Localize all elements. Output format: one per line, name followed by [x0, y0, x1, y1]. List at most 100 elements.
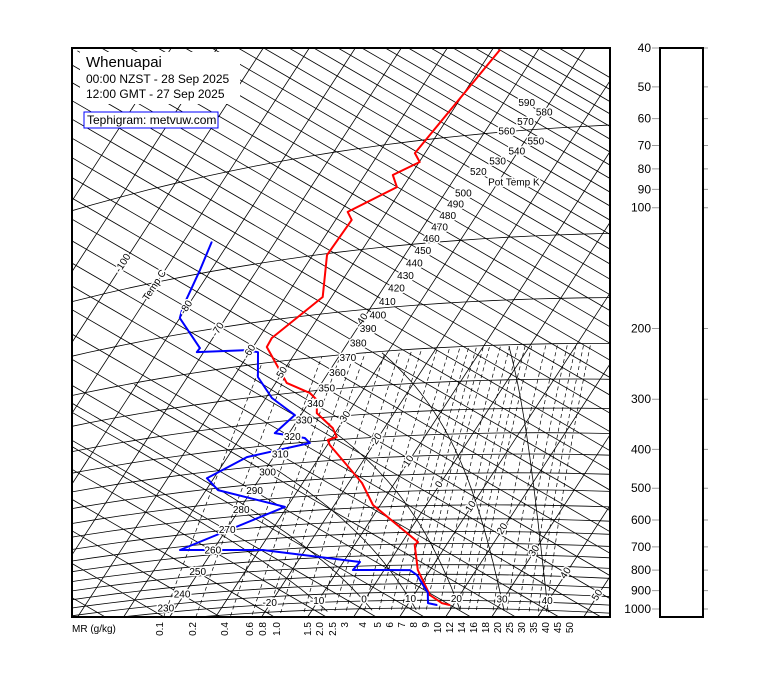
surface-temp-label: 10 — [405, 594, 417, 605]
isentrope-axis-label: Pot Temp K — [488, 178, 540, 189]
isotherm-line — [77, 48, 448, 617]
isentrope-label: 450 — [415, 246, 432, 257]
isentrope-line — [211, 48, 610, 280]
isotherm-label: 30 — [527, 543, 543, 559]
dewpoint-point — [284, 506, 286, 508]
mixing-ratio-line — [390, 346, 461, 610]
isentrope-line — [496, 48, 610, 115]
temperature-point — [448, 604, 451, 606]
isotherm-label: 50 — [590, 587, 606, 603]
temperature-point — [326, 254, 328, 256]
isobar-line — [72, 342, 610, 396]
utc-time: 12:00 GMT - 27 Sep 2025 — [86, 87, 225, 101]
dewpoint-point — [426, 592, 429, 594]
isentrope-line — [72, 82, 610, 396]
dewpoint-point — [206, 477, 208, 479]
mixing-ratio-line — [546, 343, 592, 612]
mixing-ratio-line — [492, 343, 547, 611]
isotherm-label: -60 — [241, 342, 258, 360]
credit-box — [83, 111, 219, 129]
mixing-ratio-label: 50 — [565, 622, 576, 634]
isentrope-label: 400 — [369, 310, 386, 321]
isentrope-line — [72, 439, 377, 617]
temperature-point — [396, 186, 398, 188]
dewpoint-point — [409, 569, 411, 571]
mixing-ratio-label: 45 — [553, 622, 564, 634]
isentrope-line — [72, 218, 610, 533]
isentrope-line — [72, 157, 610, 471]
isentrope-label: 230 — [157, 604, 174, 615]
dewpoint-point — [181, 306, 184, 308]
isotherm-line — [72, 48, 310, 414]
mixing-ratio-line — [345, 348, 423, 611]
mixing-ratio-label: 7 — [397, 622, 408, 628]
isotherm-line — [123, 48, 494, 617]
mixing-ratio-label: 0.4 — [220, 622, 231, 636]
mixing-ratio-line — [230, 356, 323, 617]
mixing-ratio-label: 8 — [409, 622, 420, 628]
isentrope-line — [72, 563, 165, 617]
dewpoint-point — [217, 489, 219, 491]
isotherm-line — [399, 292, 610, 617]
isentrope-label: 380 — [350, 338, 367, 349]
temperature-point — [392, 174, 394, 176]
isotherm-label: 40 — [558, 565, 574, 581]
temperature-point — [266, 346, 268, 348]
dewpoint-point — [308, 442, 311, 444]
isentrope-label: 520 — [470, 167, 487, 178]
sounding-profiles — [178, 49, 501, 606]
isentrope-line — [72, 333, 560, 617]
mixing-ratio-label: 1.0 — [272, 622, 283, 636]
isobar-line — [72, 453, 610, 493]
temperature-point — [316, 399, 318, 401]
mixing-ratio-label: 35 — [529, 622, 540, 634]
mixing-ratio-axis-label: MR (g/kg) — [72, 624, 116, 635]
isotherm-line — [72, 48, 356, 485]
isentrope-line — [72, 197, 610, 511]
dewpoint-point — [199, 269, 201, 271]
temperature-point — [417, 541, 419, 543]
mixing-ratio-label: 0.8 — [258, 622, 269, 636]
mixing-ratio-line — [303, 350, 386, 613]
pressure-tick-label: 50 — [638, 80, 652, 94]
dewpoint-point — [210, 241, 213, 243]
isentrope-label: 500 — [455, 189, 472, 200]
temperature-point — [414, 152, 416, 154]
mixing-ratio-label: 6 — [385, 622, 396, 628]
isentrope-label: 440 — [406, 258, 423, 269]
dewpoint-point — [262, 549, 264, 551]
isentrope-label: 570 — [517, 117, 534, 128]
isotherm-line — [72, 48, 402, 556]
isentrope-line — [263, 48, 610, 250]
pressure-tick-label: 40 — [638, 41, 652, 55]
local-time: 00:00 NZST - 28 Sep 2025 — [86, 72, 230, 86]
mixing-ratio-label: 0.6 — [245, 622, 256, 636]
isentrope-line — [72, 530, 221, 617]
isentrope-line — [72, 385, 472, 617]
isentrope-line — [337, 48, 610, 207]
mixing-ratio-line — [320, 349, 401, 612]
isentrope-line — [385, 48, 610, 179]
mixing-ratio-line — [364, 347, 438, 611]
temperature-point — [418, 161, 421, 163]
temperature-point — [372, 504, 374, 506]
moist-adiabat-line — [235, 367, 461, 611]
mixing-ratio-line — [476, 344, 533, 611]
mixing-ratio-line — [163, 363, 263, 617]
temperature-point — [413, 544, 416, 546]
mixing-ratio-label: 2.5 — [328, 622, 339, 636]
isobar-line — [72, 518, 610, 550]
credit-link[interactable]: Tephigram: metvuw.com — [87, 113, 216, 127]
isotherm-label: 0 — [433, 479, 445, 490]
temperature-point — [270, 337, 273, 339]
isobar-line — [72, 543, 610, 573]
isotherm-label: 20 — [495, 521, 511, 537]
isobar-line — [72, 583, 610, 609]
mixing-ratio-label: 14 — [457, 622, 468, 634]
isobar-line — [72, 432, 610, 474]
isobar-line — [72, 591, 610, 617]
dewpoint-point — [257, 376, 259, 378]
isentrope-line — [558, 48, 610, 78]
isentrope-label: 430 — [397, 271, 414, 282]
isentrope-line — [313, 48, 610, 221]
